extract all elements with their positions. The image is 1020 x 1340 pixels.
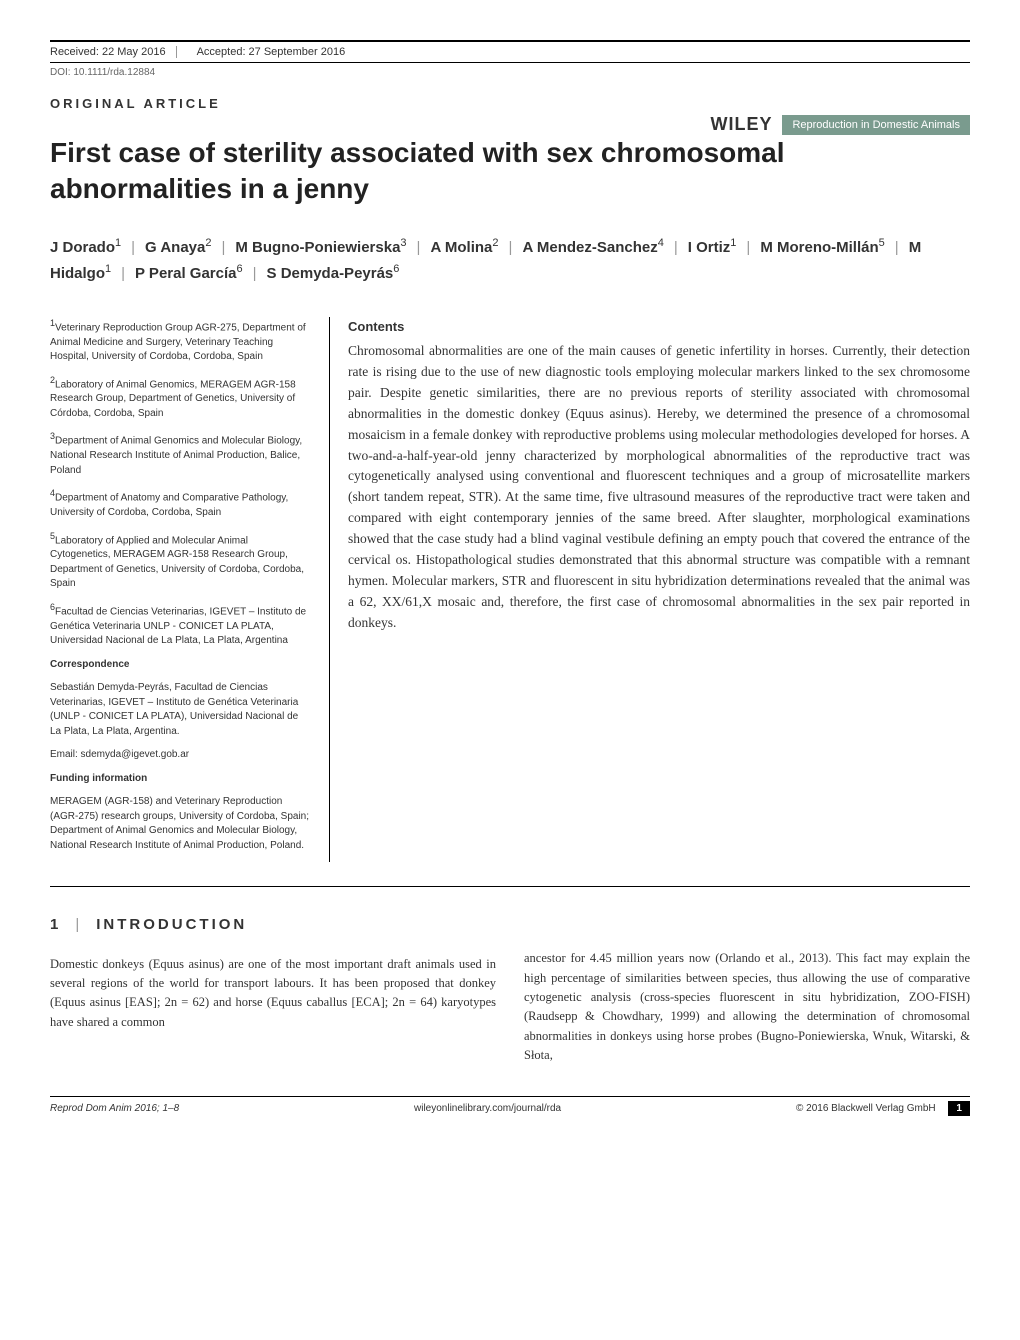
publisher-logo: WILEY — [710, 114, 772, 135]
date-bar: Received: 22 May 2016 Accepted: 27 Septe… — [50, 40, 970, 63]
correspondence-label: Correspondence — [50, 658, 311, 673]
section-heading: 1 | INTRODUCTION — [50, 913, 496, 936]
footer-copyright: © 2016 Blackwell Verlag GmbH 1 — [796, 1103, 970, 1114]
affiliation: 3Department of Animal Genomics and Molec… — [50, 430, 311, 478]
abstract-column: Contents Chromosomal abnormalities are o… — [330, 317, 970, 862]
author-separator: | — [895, 239, 899, 256]
section-title: INTRODUCTION — [96, 916, 247, 933]
affiliation: 1Veterinary Reproduction Group AGR-275, … — [50, 317, 311, 365]
author-separator: | — [121, 265, 125, 282]
affiliation: 6Facultad de Ciencias Veterinarias, IGEV… — [50, 601, 311, 649]
author: I Ortiz1 — [688, 239, 737, 256]
intro-col-left: 1 | INTRODUCTION Domestic donkeys (Equus a… — [50, 913, 496, 1065]
intro-col-right: ancestor for 4.45 million years now (Orl… — [524, 913, 970, 1065]
footer-url: wileyonlinelibrary.com/journal/rda — [414, 1103, 561, 1114]
section-number: 1 — [50, 916, 61, 933]
author-separator: | — [674, 239, 678, 256]
correspondence-email: Email: sdemyda@igevet.gob.ar — [50, 748, 311, 763]
author: G Anaya2 — [145, 239, 211, 256]
affiliation: 2Laboratory of Animal Genomics, MERAGEM … — [50, 374, 311, 422]
affiliation: 5Laboratory of Applied and Molecular Ani… — [50, 530, 311, 592]
author: A Molina2 — [430, 239, 498, 256]
author-separator: | — [221, 239, 225, 256]
author: M Bugno-Poniewierska3 — [235, 239, 406, 256]
article-type: ORIGINAL ARTICLE — [50, 96, 221, 111]
author-separator: | — [746, 239, 750, 256]
page-number: 1 — [948, 1101, 970, 1116]
author: J Dorado1 — [50, 239, 121, 256]
received-date: Received: 22 May 2016 — [50, 46, 166, 58]
abstract-label: Contents — [348, 317, 970, 337]
footer-left-text: Reprod Dom Anim 2016; 1–8 — [50, 1103, 179, 1114]
author-separator: | — [131, 239, 135, 256]
doi: DOI: 10.1111/rda.12884 — [50, 67, 970, 78]
funding-text: MERAGEM (AGR-158) and Veterinary Reprodu… — [50, 795, 311, 853]
author: M Moreno-Millán5 — [760, 239, 884, 256]
correspondence-text: Sebastián Demyda-Peyrás, Facultad de Cie… — [50, 681, 311, 739]
intro-row: 1 | INTRODUCTION Domestic donkeys (Equus a… — [50, 913, 970, 1065]
metadata-abstract-row: 1Veterinary Reproduction Group AGR-275, … — [50, 317, 970, 887]
author-separator: | — [253, 265, 257, 282]
author: P Peral García6 — [135, 265, 243, 282]
author: A Mendez-Sanchez4 — [522, 239, 663, 256]
author-separator: | — [509, 239, 513, 256]
intro-text-right: ancestor for 4.45 million years now (Orl… — [524, 949, 970, 1065]
author-list: J Dorado1|G Anaya2|M Bugno-Poniewierska3… — [50, 234, 970, 287]
date-separator — [176, 46, 177, 58]
funding-label: Funding information — [50, 772, 311, 787]
author-separator: | — [417, 239, 421, 256]
journal-brand: WILEY Reproduction in Domestic Animals — [710, 114, 970, 135]
journal-name: Reproduction in Domestic Animals — [782, 115, 970, 135]
abstract-text: Chromosomal abnormalities are one of the… — [348, 341, 970, 634]
footer-citation: Reprod Dom Anim 2016; 1–8 — [50, 1103, 179, 1114]
affiliations-column: 1Veterinary Reproduction Group AGR-275, … — [50, 317, 330, 862]
page-footer: Reprod Dom Anim 2016; 1–8 wileyonlinelib… — [50, 1096, 970, 1114]
section-bar: | — [75, 916, 82, 933]
intro-text-left: Domestic donkeys (Equus asinus) are one … — [50, 955, 496, 1033]
accepted-date: Accepted: 27 September 2016 — [187, 46, 970, 58]
article-title: First case of sterility associated with … — [50, 135, 970, 208]
affiliation: 4Department of Anatomy and Comparative P… — [50, 487, 311, 520]
author: S Demyda-Peyrás6 — [267, 265, 400, 282]
footer-right-text: © 2016 Blackwell Verlag GmbH — [796, 1103, 936, 1114]
